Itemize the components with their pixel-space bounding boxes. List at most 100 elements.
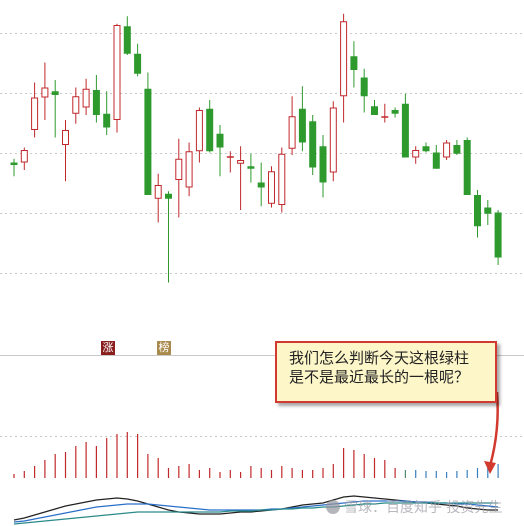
watermark-logo-icon — [326, 500, 340, 514]
candle — [72, 87, 80, 124]
watermark: 雪球：百度知乎 投资先生 — [326, 497, 502, 517]
candle-body — [391, 110, 399, 114]
candle-body — [329, 107, 337, 173]
candle — [401, 93, 409, 158]
candle — [113, 23, 121, 133]
candle — [474, 190, 481, 238]
arrow-shaft — [488, 391, 499, 467]
candle — [268, 166, 275, 208]
candle — [278, 147, 286, 213]
candle-body — [268, 171, 275, 204]
candle-body — [412, 150, 420, 158]
callout-box: 我们怎么判断今天这根绿柱 是不是最近最长的一根呢？ — [275, 341, 497, 403]
candle-body — [288, 116, 296, 149]
candle — [41, 62, 49, 120]
candle — [443, 140, 451, 160]
candle-body — [360, 77, 368, 97]
candle-body — [206, 108, 214, 152]
candle-body — [453, 145, 461, 154]
candle — [51, 80, 59, 138]
candle-body — [51, 91, 59, 95]
indicator-series — [13, 495, 499, 525]
candle-body — [474, 195, 481, 227]
candle-body — [20, 150, 28, 163]
candle — [10, 158, 18, 177]
candle — [340, 13, 348, 123]
candle — [195, 107, 203, 163]
candlestick-series — [10, 13, 502, 283]
candle-body — [278, 153, 286, 205]
candle — [31, 82, 39, 138]
candle-body — [340, 21, 348, 97]
candle-body — [309, 121, 317, 168]
candle-body — [422, 146, 430, 152]
candle-body — [72, 96, 80, 114]
pointer-arrow — [484, 391, 499, 474]
bang-tag: 榜 — [157, 341, 171, 355]
candle — [247, 153, 255, 183]
candle — [319, 135, 327, 198]
candle — [391, 107, 399, 118]
candle — [381, 103, 389, 123]
candle — [371, 100, 378, 115]
candle-body — [62, 130, 69, 145]
candle-body — [463, 140, 471, 195]
candle-body — [319, 146, 327, 183]
candle-body — [216, 133, 224, 148]
candle — [144, 72, 152, 195]
candle — [453, 140, 461, 155]
candle — [20, 147, 28, 170]
watermark-text: 雪球：百度知乎 投资先生 — [344, 500, 503, 516]
candle-body — [41, 87, 49, 98]
candle — [62, 120, 69, 182]
candle — [237, 146, 245, 210]
candle-body — [298, 108, 306, 143]
candle — [412, 146, 420, 164]
candle — [360, 68, 368, 113]
candle — [134, 43, 142, 77]
candle — [216, 125, 224, 177]
candle-body — [432, 152, 440, 169]
candle — [175, 138, 183, 218]
candle-body — [92, 90, 100, 115]
candle — [92, 75, 100, 123]
candle-body — [350, 56, 358, 70]
candle-body — [10, 162, 18, 165]
candle-body — [144, 88, 152, 195]
candle-body — [165, 193, 172, 199]
candle — [494, 210, 502, 265]
candle — [206, 100, 214, 153]
candle — [257, 162, 265, 207]
candle — [309, 115, 317, 175]
candle — [288, 96, 296, 155]
candle-body — [443, 142, 451, 158]
candle-body — [226, 156, 234, 158]
candle-body — [123, 26, 131, 54]
candle — [350, 41, 358, 88]
candle-body — [134, 53, 142, 74]
indicator-line — [13, 502, 499, 525]
candle — [185, 142, 193, 197]
candle-body — [401, 103, 409, 158]
candle-body — [371, 106, 378, 115]
candle-body — [484, 207, 492, 214]
candle — [463, 137, 471, 195]
candle — [226, 151, 234, 173]
candle-body — [494, 212, 502, 258]
candle — [298, 86, 306, 152]
candle-body — [237, 160, 245, 164]
candle — [165, 191, 172, 283]
candle-body — [247, 166, 255, 169]
candle-body — [257, 182, 265, 188]
candle-body — [154, 185, 162, 199]
candle — [422, 142, 430, 153]
candle — [103, 91, 111, 135]
candle-body — [381, 116, 389, 118]
candle-body — [113, 25, 121, 120]
volume-series — [13, 432, 499, 478]
arrow-head — [484, 461, 496, 474]
candle — [484, 200, 492, 225]
candle-body — [31, 97, 39, 130]
candle — [123, 16, 131, 55]
